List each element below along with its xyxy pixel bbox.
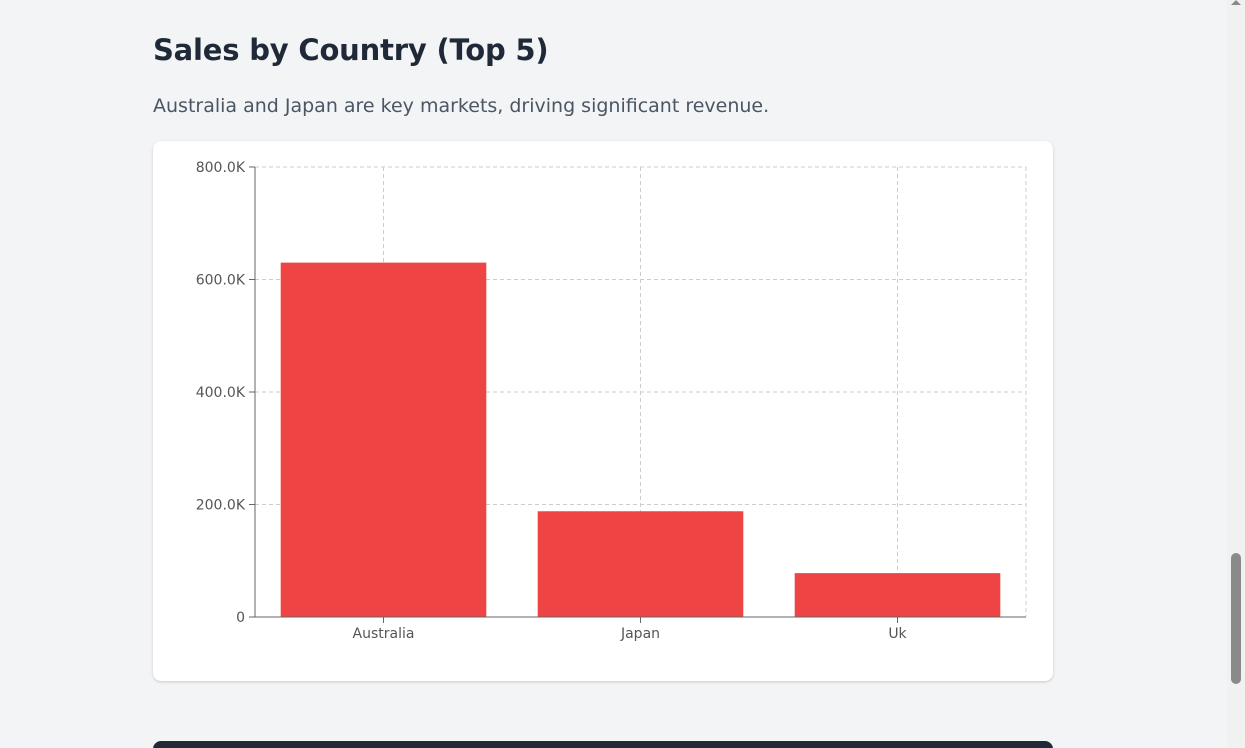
scroll-up-arrow-icon[interactable] bbox=[1231, 0, 1241, 5]
scrollbar-thumb[interactable] bbox=[1231, 553, 1241, 684]
x-tick-label: Japan bbox=[620, 626, 660, 642]
next-section-card bbox=[153, 741, 1053, 748]
y-tick-label: 400.0K bbox=[196, 385, 246, 401]
page-scrollbar[interactable] bbox=[1227, 0, 1245, 748]
bar-uk bbox=[794, 573, 1001, 617]
bar-australia bbox=[280, 262, 487, 617]
y-tick-label: 200.0K bbox=[196, 498, 246, 514]
bar-chart: 0 200.0K 400.0K 600.0K 800.0K Australia Japan U… bbox=[196, 160, 1027, 642]
section-description: Australia and Japan are key markets, dri… bbox=[153, 95, 770, 117]
y-tick-label: 800.0K bbox=[196, 160, 246, 176]
section-title: Sales by Country (Top 5) bbox=[153, 33, 549, 67]
y-tick-label: 600.0K bbox=[196, 273, 246, 289]
bar-japan bbox=[537, 511, 744, 617]
x-tick-label: Australia bbox=[353, 626, 415, 642]
chart-card: 0 200.0K 400.0K 600.0K 800.0K Australia Japan U… bbox=[153, 141, 1053, 681]
x-tick-label: Uk bbox=[888, 626, 907, 642]
y-tick-label: 0 bbox=[236, 610, 245, 626]
